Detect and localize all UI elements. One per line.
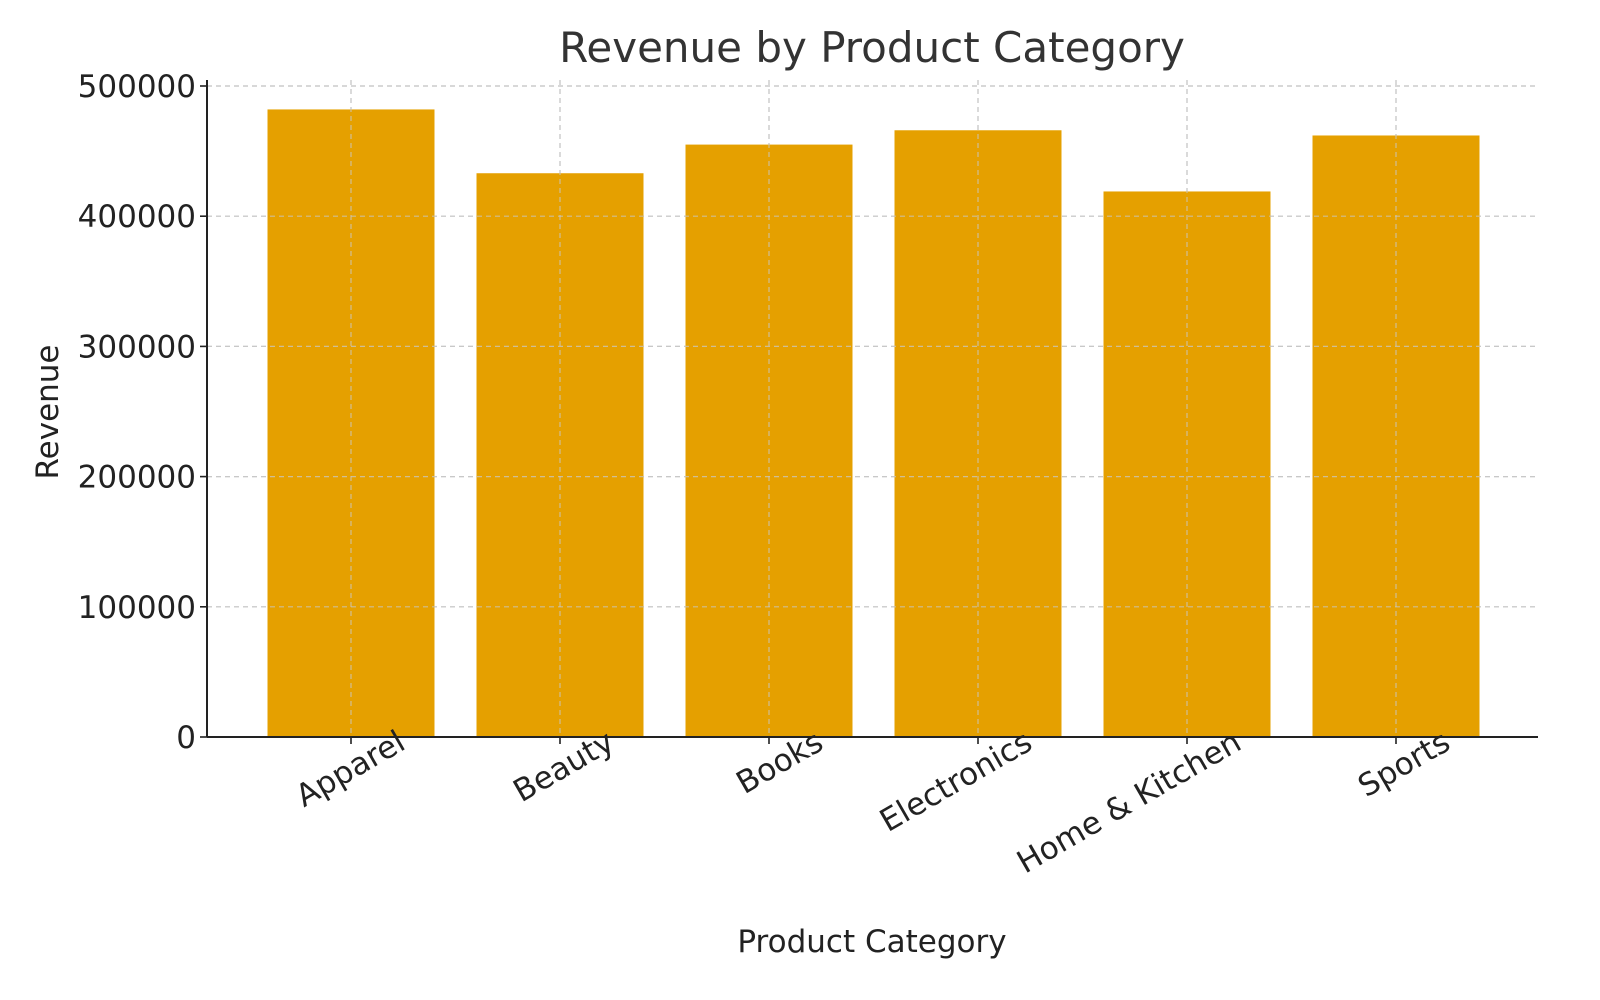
y-tick-labels: 0 100000 200000 300000 400000 500000 — [78, 69, 196, 756]
x-tick-label: Electronics — [874, 724, 1038, 840]
x-tick-label: Home & Kitchen — [1011, 724, 1247, 881]
y-tick-label: 200000 — [78, 460, 196, 496]
x-axis-label: Product Category — [737, 924, 1006, 960]
bar-layer — [207, 80, 1538, 738]
y-tick-label: 300000 — [78, 329, 196, 365]
y-tick-label: 100000 — [78, 590, 196, 626]
y-axis-label: Revenue — [30, 344, 66, 479]
chart-title: Revenue by Product Category — [559, 23, 1185, 72]
y-tick-label: 400000 — [78, 199, 196, 235]
y-tick-label: 0 — [176, 720, 196, 756]
bar-beauty — [476, 173, 644, 737]
axis-layer — [200, 80, 1538, 744]
y-tick-label: 500000 — [78, 69, 196, 105]
